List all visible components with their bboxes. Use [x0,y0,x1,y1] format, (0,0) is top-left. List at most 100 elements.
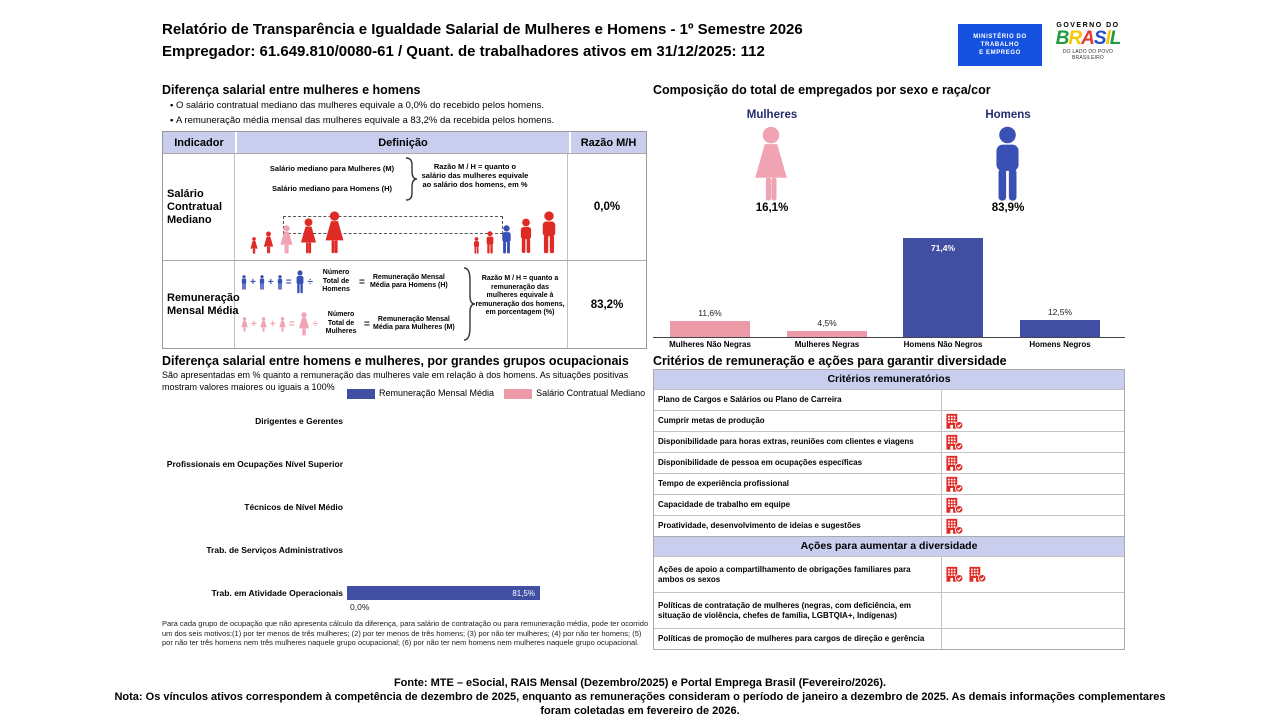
report-title: Relatório de Transparência e Igualdade S… [162,21,803,38]
male-person-icon [486,231,494,254]
col-razao-mh: Razão M/H [571,132,646,153]
criterio-label: Disponibilidade de pessoa em ocupações e… [658,458,863,467]
median-men-label: Salário mediano para Homens (H) [271,184,393,193]
indicator-table-header: Indicador Definição Razão M/H [163,132,646,153]
occupational-chart-legend: Remuneração Mensal Média Salário Contratu… [347,388,645,399]
criterio-label: Políticas de promoção de mulheres para c… [658,634,925,643]
company-check-icon [946,434,964,451]
median-women-label: Salário mediano para Mulheres (M) [269,164,395,173]
female-group-icons [249,211,347,254]
occupation-category-label: Trab. de Serviços Administrativos [206,545,343,555]
criterio-company-icons [941,629,1124,649]
equals-sign: = [288,318,295,330]
plus-sign: + [267,276,274,288]
male-person-icon [296,270,303,294]
indicator-table: Indicador Definição Razão M/H Salário Co… [162,131,647,349]
female-person-icon [755,126,787,201]
criterio-company-icons [941,474,1124,494]
section-criterios-title: Critérios de remuneração e ações para ga… [653,354,1007,368]
occupational-chart-footnote: Para cada grupo de ocupação que não apre… [162,619,649,647]
criterio-label: Plano de Cargos e Salários ou Plano de C… [658,395,842,404]
mulheres-percent: 16,1% [755,202,789,214]
bar-value-label: 11,6% [698,308,722,318]
bullet-salario-mediano: O salário contratual mediano das mulhere… [170,100,544,111]
ratio-explain-text: Razão M / H = quanto o salário das mulhe… [421,162,529,189]
bar-category-label: Homens Negros [1029,340,1091,349]
col-definicao: Definição [237,132,571,153]
table-row-remuneracao-media: Remuneração Mensal Média + + = ÷ Número Tota… [163,260,646,348]
bar-1 [787,331,867,337]
occupation-category-label: Técnicos de Nível Médio [244,502,343,512]
men-average-formula: + + = ÷ Número Total de Homens = Remuneração M… [240,267,451,297]
criterio-label: Cumprir metas de produção [658,416,765,425]
criterios-row: Tempo de experiência profissional [654,473,1124,494]
grupos-ocupacionais-subtitle: São apresentadas em % quanto a remuneraç… [162,370,629,392]
male-figure-icon [988,126,1027,202]
legend-swatch [504,388,533,399]
female-person-icon [250,237,258,254]
mte-ministry-logo: MINISTÉRIO DO TRABALHO E EMPREGO [958,24,1042,66]
bar-category-label: Mulheres Negras [794,340,860,349]
female-person-icon [325,211,344,254]
brace-icon [405,157,417,201]
criterio-label: Políticas de contratação de mulheres (ne… [658,600,911,620]
brace-shape [463,267,475,341]
criterios-row: Disponibilidade de pessoa em ocupações e… [654,452,1124,473]
criterios-row: Plano de Cargos e Salários ou Plano de C… [654,389,1124,410]
legend-swatch [347,388,375,399]
female-person-icon [298,312,309,336]
section-diferenca-mulheres-homens-title: Diferença salarial entre mulheres e home… [162,83,421,97]
male-person-icon [259,274,265,290]
homens-percent: 83,9% [991,202,1025,214]
brasil-letter: I [1105,28,1111,49]
male-person-icon [241,274,247,290]
bar-value-label: 4,5% [817,318,837,328]
footer-fonte: Fonte: MTE – eSocial, RAIS Mensal (Dezem… [393,677,887,689]
definition-diagram-mean: + + = ÷ Número Total de Homens = Remuneração M… [235,261,568,348]
mulheres-label: Mulheres [746,109,798,121]
company-check-icon [946,518,964,535]
bar-2 [903,238,983,337]
criterios-row: Disponibilidade para horas extras, reuni… [654,431,1124,452]
criterio-label: Disponibilidade para horas extras, reuni… [658,437,914,446]
plus-sign: + [251,318,257,330]
male-person-icon [520,218,532,254]
criterio-company-icons [941,557,1124,592]
legend-item: Salário Contratual Mediano [504,388,645,399]
male-person-icon [474,237,479,254]
female-figure-icon [749,126,793,202]
company-check-icon [969,566,987,583]
criterio-label: Capacidade de trabalho em equipe [658,500,791,509]
criterio-label: Ações de apoio a compartilhamento de obr… [658,564,911,584]
mte-logo-line3: E EMPREGO [979,50,1021,56]
legend-item: Remuneração Mensal Média [347,388,494,399]
divisor-label: Número Total de Homens [322,269,350,294]
x-axis-line [653,337,1125,338]
result-label: Remuneração Mensal Média para Mulheres (… [373,315,455,332]
female-person-icon [241,316,248,332]
occupation-category-label: Trab. em Atividade Operacionais [211,588,343,598]
bar-0 [670,321,750,337]
brasil-letter: A [1081,28,1095,49]
ratio-value-remuneracao: 83,2% [590,298,624,311]
gov-logo-sub-text: DO LADO DO POVO BRASILEIRO [1062,49,1114,61]
male-group-icons [472,211,560,254]
male-person-icon [277,274,282,290]
section-grupos-ocupacionais-title: Diferença salarial entre homens e mulher… [162,354,629,368]
governo-do-brasil-logo: GOVERNO DO BRASIL DO LADO DO POVO BRASIL… [1048,22,1128,68]
company-check-icon [946,455,964,472]
indicator-name: Remuneração Mensal Média [163,261,240,348]
plus-sign: + [269,318,276,330]
people-median-diagram [235,204,568,258]
criterios-row: Cumprir metas de produção [654,410,1124,431]
brace-icon [463,267,475,341]
criterio-label: Proatividade, desenvolvimento de ideias … [658,521,861,530]
female-person-icon [260,316,267,332]
bullet-remuneracao-media: A remuneração média mensal das mulheres … [170,115,554,126]
criterios-table: Critérios remuneratórios Plano de Cargos… [653,369,1125,650]
legend-label: Remuneração Mensal Média [379,388,495,398]
median-connector-dashed-box [283,216,503,234]
table-row-salario-contratual: Salário Contratual Mediano Salário media… [163,153,646,260]
brasil-letter: B [1055,28,1070,49]
